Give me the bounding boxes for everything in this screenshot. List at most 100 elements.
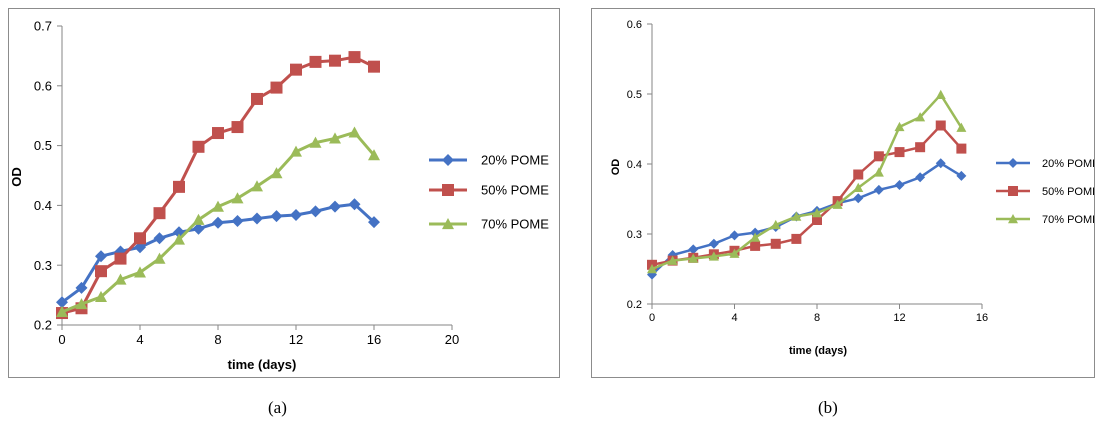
data-point: [251, 92, 263, 105]
data-point: [231, 192, 244, 204]
data-point: [729, 248, 740, 258]
data-point: [750, 240, 761, 251]
data-point: [95, 290, 107, 302]
data-point: [212, 216, 224, 229]
data-point: [192, 140, 205, 153]
data-point: [853, 182, 864, 193]
series-line: [651, 124, 963, 267]
data-point: [915, 142, 926, 153]
y-tick-label: 0.4: [34, 198, 52, 213]
data-point: [708, 251, 719, 261]
y-tick-label: 0.3: [34, 258, 52, 273]
data-point: [368, 60, 380, 73]
data-point: [956, 170, 967, 181]
legend-entry: 50% POME: [996, 186, 1094, 198]
data-point: [647, 264, 657, 274]
data-point: [95, 265, 107, 278]
data-point: [770, 238, 781, 249]
data-point: [192, 213, 205, 225]
data-point: [368, 216, 380, 229]
data-point: [667, 255, 678, 265]
data-point: [956, 143, 967, 154]
data-point: [231, 121, 244, 134]
data-point: [251, 180, 263, 192]
data-point: [56, 305, 68, 317]
data-point: [791, 211, 802, 221]
legend-entry: 50% POME: [429, 183, 549, 198]
data-point: [853, 193, 864, 204]
data-point: [153, 207, 166, 220]
data-point: [853, 169, 864, 180]
series-line: [651, 93, 963, 271]
series-1: [56, 198, 380, 309]
x-tick-label: 8: [214, 332, 221, 347]
data-point: [812, 215, 822, 225]
data-point: [935, 158, 946, 169]
data-point: [368, 149, 380, 161]
data-point: [729, 230, 740, 241]
data-point: [56, 296, 68, 309]
data-point: [812, 208, 822, 218]
data-point: [75, 298, 88, 310]
legend-marker: [1008, 158, 1018, 168]
x-axis-title: time (days): [789, 345, 847, 357]
data-point: [832, 199, 843, 209]
data-point: [251, 212, 263, 225]
data-point: [134, 266, 146, 278]
legend-marker: [442, 184, 454, 196]
data-point: [309, 136, 322, 148]
legend-entry: 70% POME: [996, 214, 1094, 226]
data-point: [348, 51, 361, 64]
data-point: [114, 252, 127, 265]
data-point: [173, 180, 185, 193]
y-axis-title: OD: [610, 159, 622, 176]
data-point: [153, 232, 166, 245]
legend-label: 20% POME: [481, 153, 549, 168]
y-tick-label: 0.2: [627, 299, 642, 311]
data-point: [309, 205, 322, 218]
y-tick-label: 0.7: [34, 19, 52, 34]
data-point: [915, 112, 926, 122]
x-axis-title: time (days): [228, 357, 297, 372]
data-point: [935, 89, 946, 99]
data-point: [873, 184, 884, 195]
x-tick-label: 12: [289, 332, 303, 347]
legend-marker: [442, 154, 454, 166]
series-2: [56, 51, 380, 320]
legend-label: 70% POME: [481, 217, 549, 232]
chart-b-svg: 0.2 0.3 0.4 0.5 0.6 0 4 8 12 16 time (days) OD 20% P…: [610, 19, 1094, 357]
x-tick-label: 0: [649, 312, 655, 324]
data-point: [309, 55, 322, 68]
legend-marker: [1008, 186, 1018, 196]
x-tick-label: 16: [976, 312, 988, 324]
chart-panel-b: 0.2 0.3 0.4 0.5 0.6 0 4 8 12 16 time (days) OD 20% P…: [591, 8, 1095, 378]
data-point: [270, 81, 283, 94]
y-tick-label: 0.6: [34, 78, 52, 93]
series-3: [647, 89, 967, 274]
data-point: [708, 238, 719, 249]
legend-entry: 20% POME: [996, 158, 1094, 170]
legend-marker: [442, 218, 454, 230]
data-point: [95, 250, 107, 263]
data-point: [873, 167, 884, 177]
data-point: [231, 214, 244, 227]
x-tick-label: 8: [814, 312, 820, 324]
data-point: [75, 281, 88, 294]
data-point: [329, 200, 341, 213]
data-point: [114, 273, 127, 285]
y-tick-label: 0.2: [34, 318, 52, 333]
panel-label-a: (a): [268, 398, 287, 417]
data-point: [212, 127, 224, 140]
x-tick-label: 16: [367, 332, 381, 347]
series-line: [61, 55, 375, 315]
data-point: [873, 151, 884, 162]
data-point: [348, 126, 361, 138]
x-tick-label: 4: [731, 312, 737, 324]
y-tick-label: 0.4: [627, 159, 642, 171]
panel-label-b: (b): [818, 398, 838, 417]
chart-a-svg: 0.2 0.3 0.4 0.5 0.6 0.7 0 4 8 12 16 20 time (days) OD…: [9, 19, 549, 372]
data-point: [270, 167, 283, 179]
y-tick-label: 0.5: [627, 89, 642, 101]
y-tick-label: 0.6: [627, 19, 642, 31]
data-point: [688, 244, 699, 255]
